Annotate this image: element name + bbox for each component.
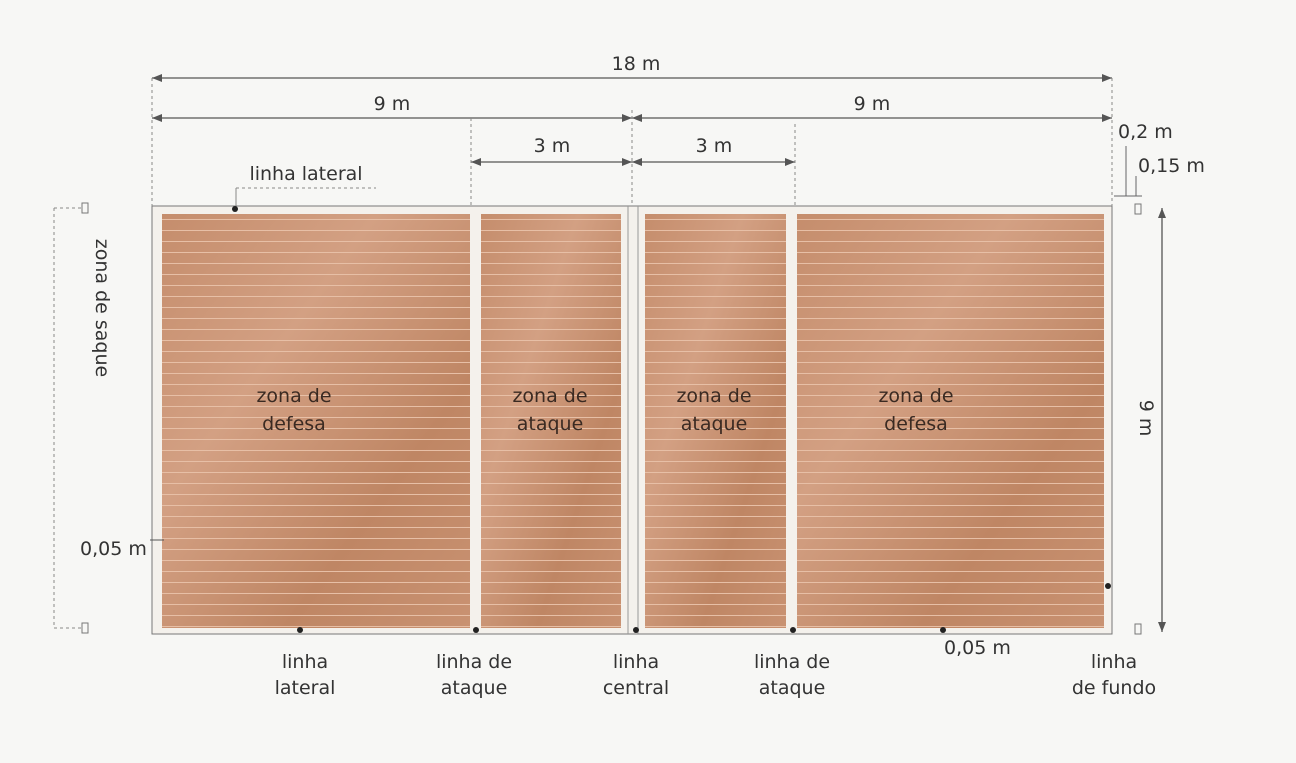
bottom-label-linha-de-fundo: linha de fundo (1072, 651, 1156, 699)
svg-text:zona de: zona de (676, 385, 751, 407)
dimension-0-05m-left-label: 0,05 m (80, 538, 147, 560)
svg-text:defesa: defesa (262, 413, 326, 435)
dimension-18m-label: 18 m (612, 53, 661, 75)
svg-text:linha: linha (282, 651, 328, 673)
svg-text:ataque: ataque (441, 677, 508, 699)
dimension-0-05m-bottom-label: 0,05 m (944, 637, 1011, 659)
dimension-0-15m-label: 0,15 m (1138, 155, 1205, 177)
zone-attack-left-label: zona de ataque (512, 385, 587, 435)
svg-text:linha: linha (613, 651, 659, 673)
serve-zone-indicator: zona de saque (53, 202, 113, 634)
svg-text:defesa: defesa (884, 413, 948, 435)
dimension-3m-left-label: 3 m (534, 135, 571, 157)
court-zones (162, 214, 1104, 628)
zone-defense-left-label: zona de defesa (256, 385, 331, 435)
side-label-zona-de-saque: zona de saque (91, 239, 113, 377)
svg-text:lateral: lateral (275, 677, 336, 699)
bottom-label-linha-de-ataque-left: linha de ataque (436, 651, 512, 699)
svg-text:ataque: ataque (517, 413, 584, 435)
svg-text:ataque: ataque (759, 677, 826, 699)
svg-text:linha: linha (1091, 651, 1137, 673)
bottom-label-linha-central: linha central (603, 651, 669, 699)
svg-text:ataque: ataque (681, 413, 748, 435)
dimension-3m-right-label: 3 m (696, 135, 733, 157)
bottom-label-linha-lateral: linha lateral (275, 651, 336, 699)
svg-text:linha de: linha de (436, 651, 512, 673)
svg-text:zona de: zona de (512, 385, 587, 407)
zone-attack-right-label: zona de ataque (676, 385, 751, 435)
top-label-linha-lateral: linha lateral (249, 163, 362, 185)
zone-defense-right-label: zona de defesa (878, 385, 953, 435)
dimension-9m-width: 9 m (1134, 203, 1166, 635)
dimension-9m-left-label: 9 m (374, 93, 411, 115)
svg-text:zona de: zona de (878, 385, 953, 407)
svg-text:central: central (603, 677, 669, 699)
dimension-18m: 18 m (152, 53, 1112, 82)
dimension-0-2m-label: 0,2 m (1118, 121, 1173, 143)
bottom-label-linha-de-ataque-right: linha de ataque (754, 651, 830, 699)
dimension-3m: 3 m 3 m (471, 135, 795, 166)
svg-text:zona de: zona de (256, 385, 331, 407)
svg-text:linha de: linha de (754, 651, 830, 673)
dimension-9m-right-label: 9 m (854, 93, 891, 115)
svg-text:de fundo: de fundo (1072, 677, 1156, 699)
dimension-9m-width-label: 9 m (1135, 400, 1157, 437)
